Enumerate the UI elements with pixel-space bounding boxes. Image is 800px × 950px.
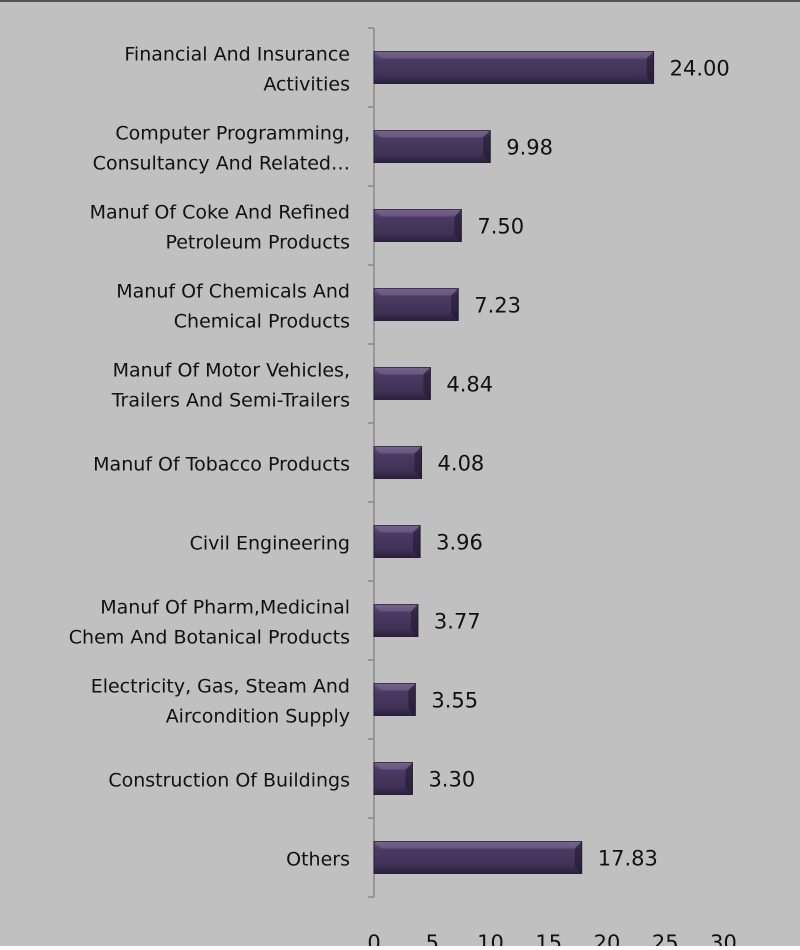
data-label: 17.83 bbox=[598, 847, 658, 871]
category-label: Manuf Of Chemicals And bbox=[116, 281, 350, 303]
bar-bevel bbox=[374, 367, 431, 375]
data-label: 4.84 bbox=[446, 373, 493, 397]
bar-bevel bbox=[374, 51, 654, 59]
x-tick-label: 25 bbox=[652, 931, 679, 946]
category-label: Trailers And Semi-Trailers bbox=[111, 390, 350, 412]
bar-bevel-end bbox=[405, 762, 413, 795]
x-tick-label: 0 bbox=[367, 931, 380, 946]
x-tick-label: 20 bbox=[594, 931, 621, 946]
category-label: Manuf Of Coke And Refined bbox=[90, 202, 350, 224]
category-label: Financial And Insurance bbox=[124, 44, 350, 66]
bar-bevel-end bbox=[414, 446, 422, 479]
bar-bevel bbox=[374, 288, 459, 296]
category-label: Consultancy And Related… bbox=[93, 153, 350, 175]
category-label: Manuf Of Motor Vehicles, bbox=[113, 360, 350, 382]
bar-bevel bbox=[374, 683, 416, 691]
chart-marks: 24.00 Financial And Insurance Activities 9.… bbox=[69, 27, 737, 950]
data-label: 9.98 bbox=[506, 136, 553, 160]
category-label: Activities bbox=[263, 74, 350, 96]
bar-bevel-end bbox=[483, 130, 491, 163]
x-tick-label: 10 bbox=[477, 931, 504, 946]
category-label: Petroleum Products bbox=[165, 232, 350, 254]
data-label: 7.23 bbox=[474, 294, 521, 318]
data-label: 3.55 bbox=[431, 689, 478, 713]
bar-bevel bbox=[374, 209, 462, 217]
data-label: 4.08 bbox=[438, 452, 485, 476]
bar-bevel-end bbox=[646, 51, 654, 84]
category-label: Manuf Of Pharm,Medicinal bbox=[100, 597, 350, 619]
category-label: Civil Engineering bbox=[190, 533, 350, 555]
bar-bevel-end bbox=[574, 841, 582, 874]
category-label: Chem And Botanical Products bbox=[69, 627, 350, 649]
category-label: Construction Of Buildings bbox=[108, 770, 350, 792]
category-label: Electricity, Gas, Steam And bbox=[91, 676, 350, 698]
category-label: Computer Programming, bbox=[115, 123, 350, 145]
bar-bevel bbox=[374, 525, 421, 533]
data-label: 3.30 bbox=[428, 768, 475, 792]
x-tick-label: 30 bbox=[710, 931, 737, 946]
bar-bevel-end bbox=[410, 604, 418, 637]
bar-bevel-end bbox=[454, 209, 462, 242]
bar-bevel bbox=[374, 130, 491, 138]
x-tick-label: 15 bbox=[535, 931, 562, 946]
bar-bevel bbox=[374, 841, 582, 849]
category-label: Others bbox=[286, 849, 350, 871]
bar-bevel bbox=[374, 604, 418, 612]
bar-bevel-end bbox=[451, 288, 459, 321]
bar-bevel-end bbox=[408, 683, 416, 716]
bar-bevel-end bbox=[413, 525, 421, 558]
bar-bevel-end bbox=[423, 367, 431, 400]
bar-bevel bbox=[374, 446, 422, 454]
data-label: 24.00 bbox=[670, 57, 730, 81]
category-label: Chemical Products bbox=[174, 311, 350, 333]
x-tick-label: 5 bbox=[426, 931, 439, 946]
data-label: 7.50 bbox=[477, 215, 524, 239]
data-label: 3.96 bbox=[436, 531, 483, 555]
category-label: Manuf Of Tobacco Products bbox=[93, 454, 350, 476]
category-label: Aircondition Supply bbox=[166, 706, 350, 728]
data-label: 3.77 bbox=[434, 610, 481, 634]
bar-bevel bbox=[374, 762, 413, 770]
